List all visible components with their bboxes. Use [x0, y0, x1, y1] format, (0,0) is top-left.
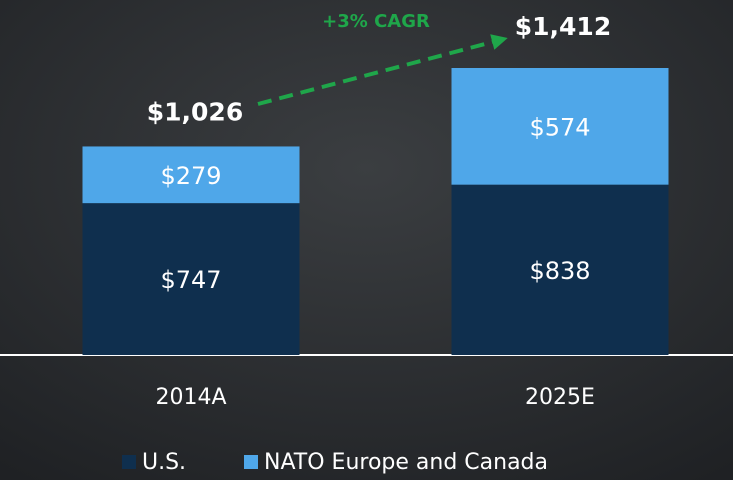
- chart: $747 $279 $1,026 2014A $838 $574 $1,412 2025E +3…: [0, 0, 733, 480]
- value-label: $574: [529, 113, 590, 141]
- legend-label: NATO Europe and Canada: [264, 450, 548, 475]
- x-tick-label: 2025E: [525, 385, 595, 410]
- legend-swatch: [244, 455, 258, 469]
- x-tick-label: 2014A: [155, 385, 226, 410]
- value-label: $747: [160, 266, 221, 294]
- cagr-label: +3% CAGR: [322, 11, 430, 32]
- value-label: $838: [529, 257, 590, 285]
- legend-swatch: [122, 455, 136, 469]
- value-label: $279: [160, 162, 221, 190]
- total-label: $1,026: [147, 97, 243, 126]
- legend-label: U.S.: [142, 450, 186, 475]
- total-label: $1,412: [515, 12, 611, 41]
